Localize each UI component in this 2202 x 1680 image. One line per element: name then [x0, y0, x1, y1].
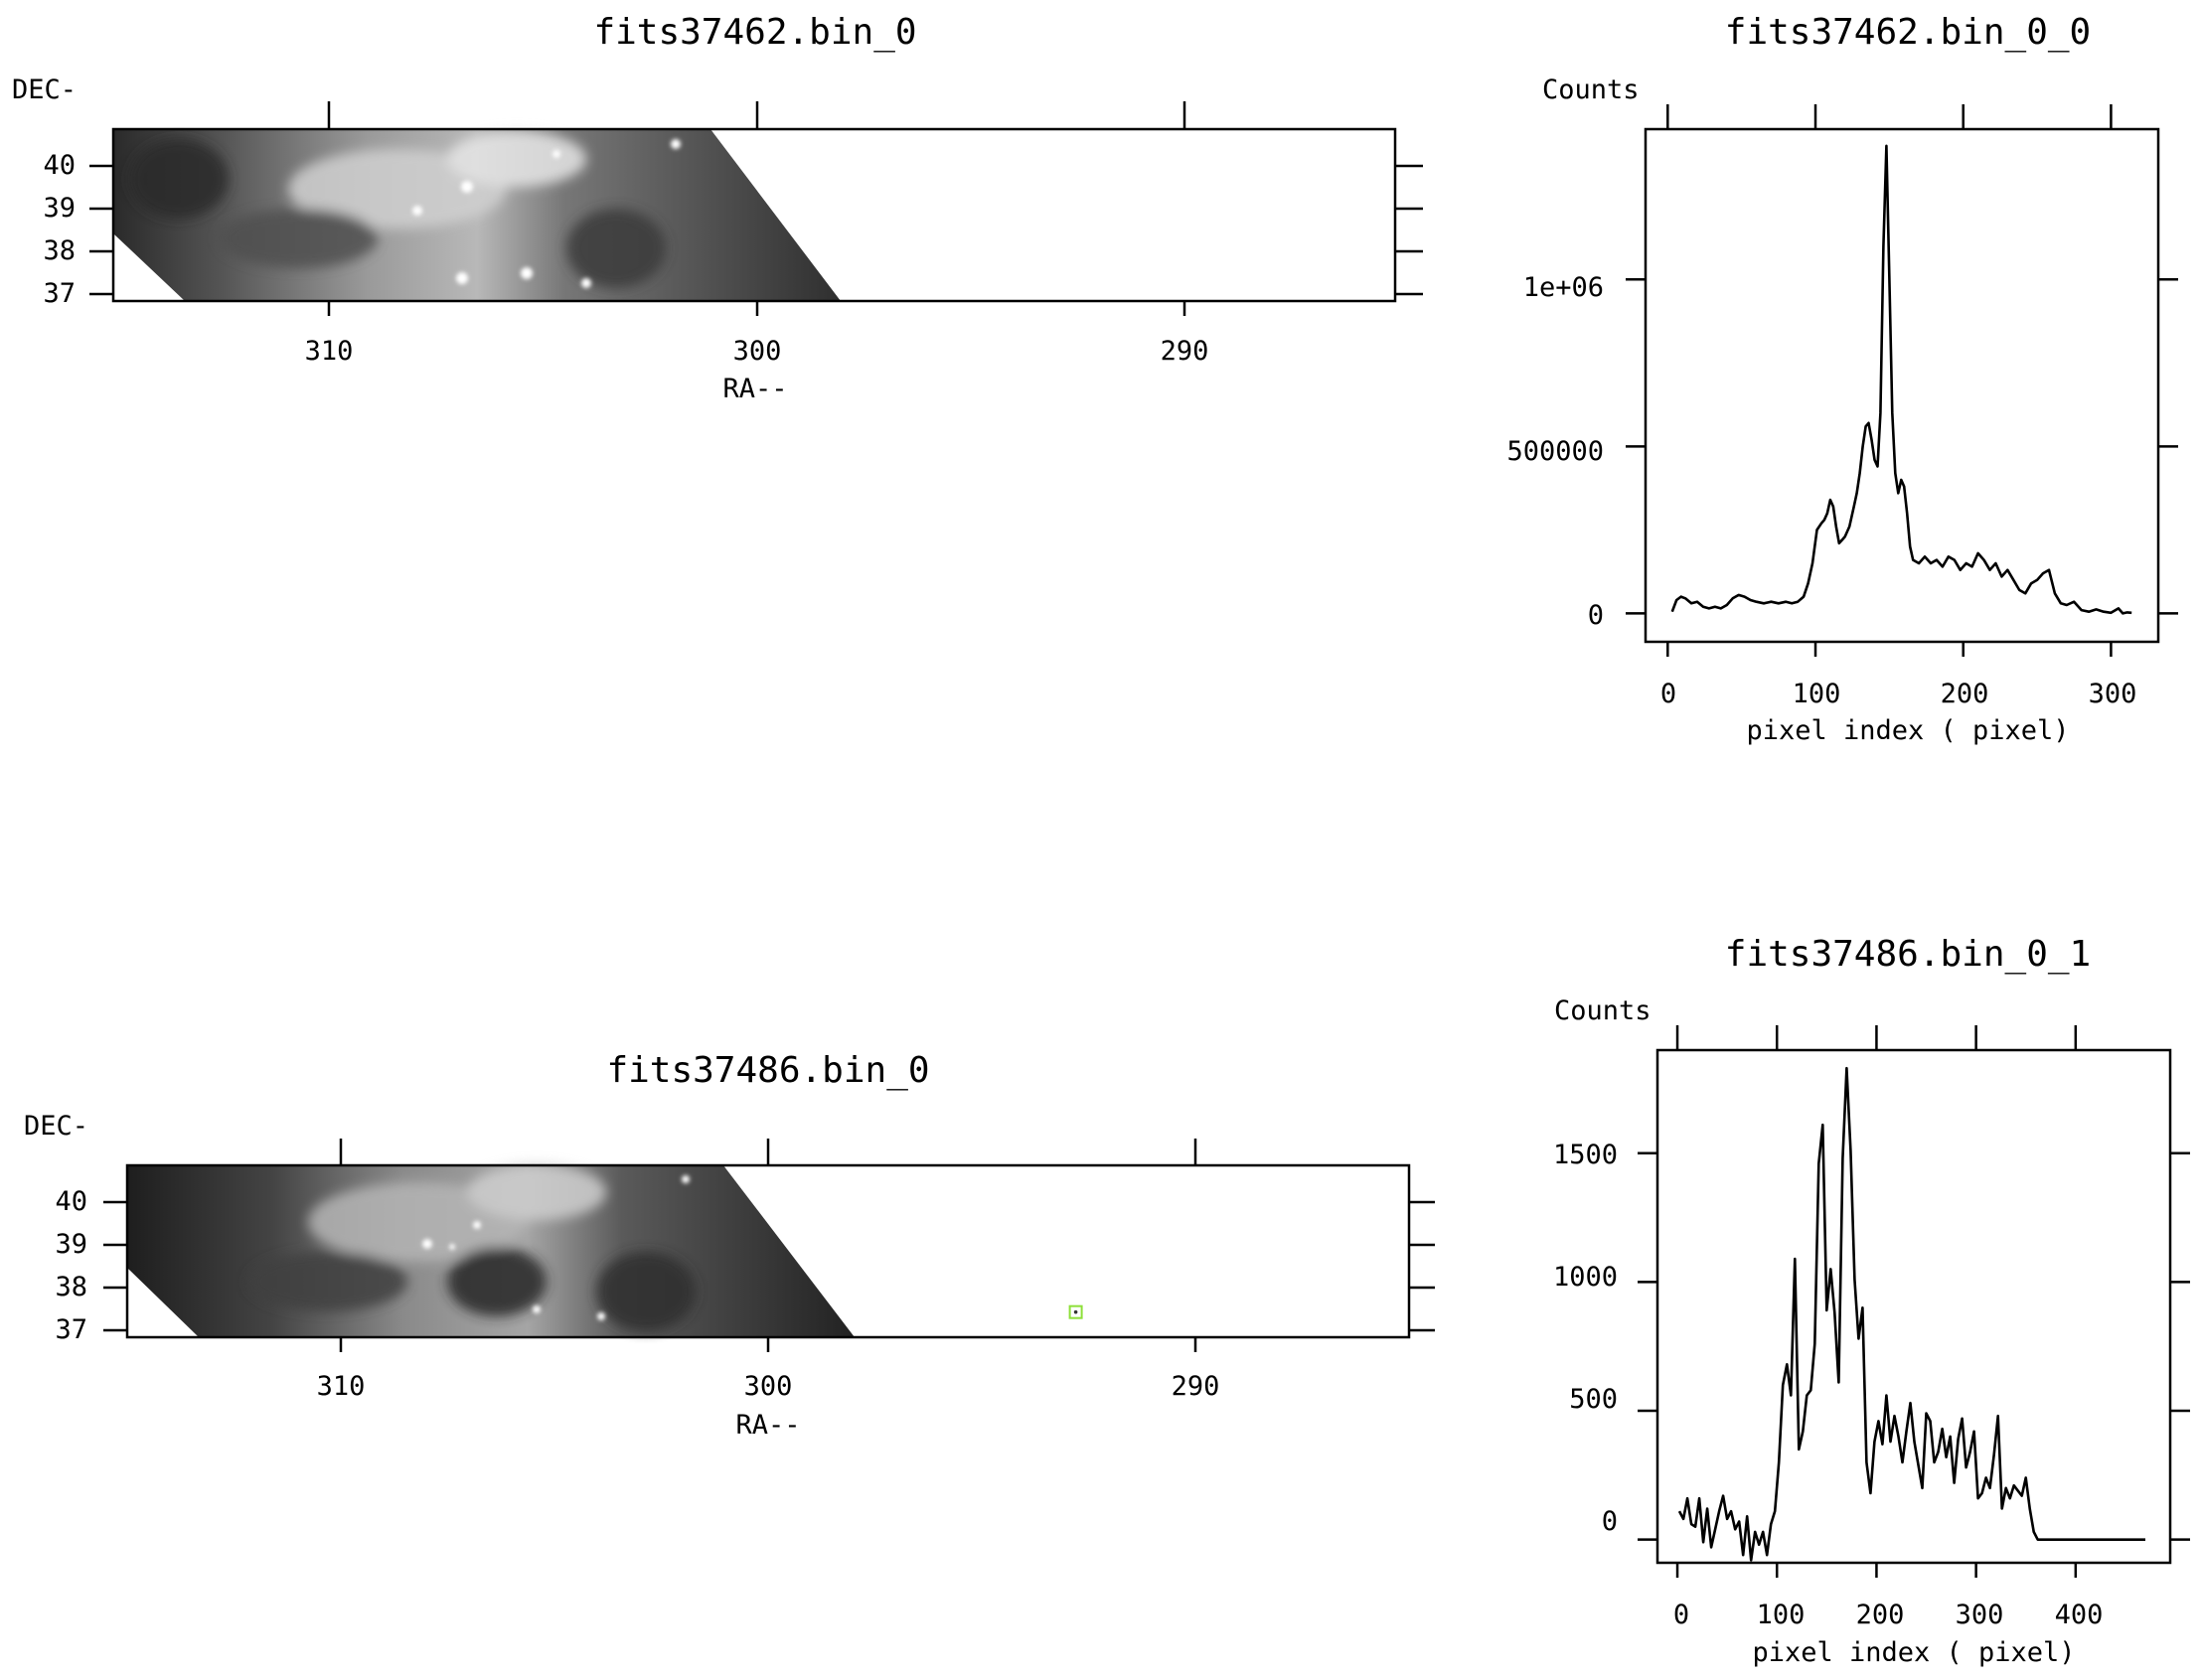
panel-3-ytick-label: 38: [55, 1272, 87, 1302]
panel-1-sky-image: [113, 129, 841, 301]
panel-2-xtick-label: 300: [2089, 679, 2137, 709]
panel-4-ytick-label: 1500: [1553, 1140, 1618, 1170]
panel-4-title: fits37486.bin_0_1: [1725, 934, 2091, 975]
panel-4-xticks: [1675, 1025, 2078, 1578]
panel-1-ytick-label: 38: [43, 235, 76, 266]
panel-1-ytick-label: 40: [43, 150, 76, 181]
panel-2-xticks: [1666, 104, 2113, 657]
panel-2-xtick-label: 100: [1793, 679, 1841, 709]
panel-4-frame: [1655, 1048, 2172, 1565]
panel-4-series-line: [1677, 1066, 2145, 1562]
panel-4-xtick-label: 400: [2055, 1600, 2104, 1630]
panel-3-ytick-label: 40: [55, 1186, 87, 1217]
panel-1-xtick-label: 310: [305, 336, 354, 367]
panel-4-xlabel: pixel index ( pixel): [1752, 1637, 2075, 1668]
panel-4-xtick-label: 300: [1956, 1600, 2004, 1630]
panel-1-ticks: [89, 101, 1423, 316]
panel-2-title: fits37462.bin_0_0: [1725, 12, 2091, 53]
image-panel-1: fits37462.bin_0 DEC- RA--: [12, 12, 1423, 404]
panel-2-ylabel: Counts: [1542, 75, 1640, 105]
panel-4-ylabel: Counts: [1554, 995, 1652, 1026]
panel-1-ytick-label: 37: [43, 278, 76, 309]
panel-3-xtick-label: 290: [1172, 1371, 1220, 1402]
panel-1-ytick-label: 39: [43, 193, 76, 224]
panel-2-xtick-label: 200: [1941, 679, 1989, 709]
image-panel-2: fits37486.bin_0 DEC- RA--: [24, 1050, 1435, 1441]
panel-4-xtick-label: 100: [1757, 1600, 1806, 1630]
panel-3-ylabel: DEC-: [24, 1111, 88, 1142]
panel-1-xlabel: RA--: [722, 374, 787, 404]
panel-1-title: fits37462.bin_0: [593, 12, 916, 53]
panel-2-series-line: [1670, 144, 2132, 615]
panel-1-xtick-label: 300: [733, 336, 782, 367]
panel-2-ytick-label: 500000: [1506, 436, 1604, 467]
panel-2-yticks: [1626, 278, 2178, 615]
panel-4-ytick-label: 1000: [1553, 1262, 1618, 1293]
source-marker-dot: [1073, 1309, 1078, 1314]
panel-4-xtick-label: 0: [1673, 1600, 1689, 1630]
source-marker[interactable]: [1068, 1304, 1083, 1319]
panel-3-ticks: [103, 1139, 1435, 1352]
panel-3-ytick-label: 39: [55, 1229, 87, 1260]
panel-2-ytick-label: 0: [1588, 600, 1604, 631]
profile-panel-2: fits37486.bin_0_1 Counts pixel index ( p…: [1553, 934, 2190, 1668]
panel-4-yticks: [1638, 1151, 2190, 1541]
panel-2-frame: [1644, 127, 2160, 644]
panel-1-ylabel: DEC-: [12, 75, 77, 105]
panel-4-xtick-label: 200: [1856, 1600, 1905, 1630]
panel-3-ytick-label: 37: [55, 1314, 87, 1345]
panel-1-xtick-label: 290: [1161, 336, 1209, 367]
panel-3-title: fits37486.bin_0: [606, 1050, 929, 1091]
panel-4-ytick-label: 0: [1602, 1506, 1618, 1537]
panel-3-xtick-label: 310: [317, 1371, 366, 1402]
source-marker-box[interactable]: [1068, 1304, 1083, 1319]
panel-3-xtick-label: 300: [744, 1371, 793, 1402]
panel-2-xlabel: pixel index ( pixel): [1746, 715, 2069, 746]
panel-4-ytick-label: 500: [1569, 1384, 1618, 1415]
panel-3-sky-image: [127, 1164, 855, 1337]
panel-2-ytick-label: 1e+06: [1523, 272, 1604, 303]
panel-1-frame: [111, 127, 1397, 303]
panel-2-xtick-label: 0: [1660, 679, 1676, 709]
panel-3-xlabel: RA--: [735, 1410, 800, 1441]
profile-panel-1: fits37462.bin_0_0 Counts pixel index ( p…: [1506, 12, 2178, 746]
